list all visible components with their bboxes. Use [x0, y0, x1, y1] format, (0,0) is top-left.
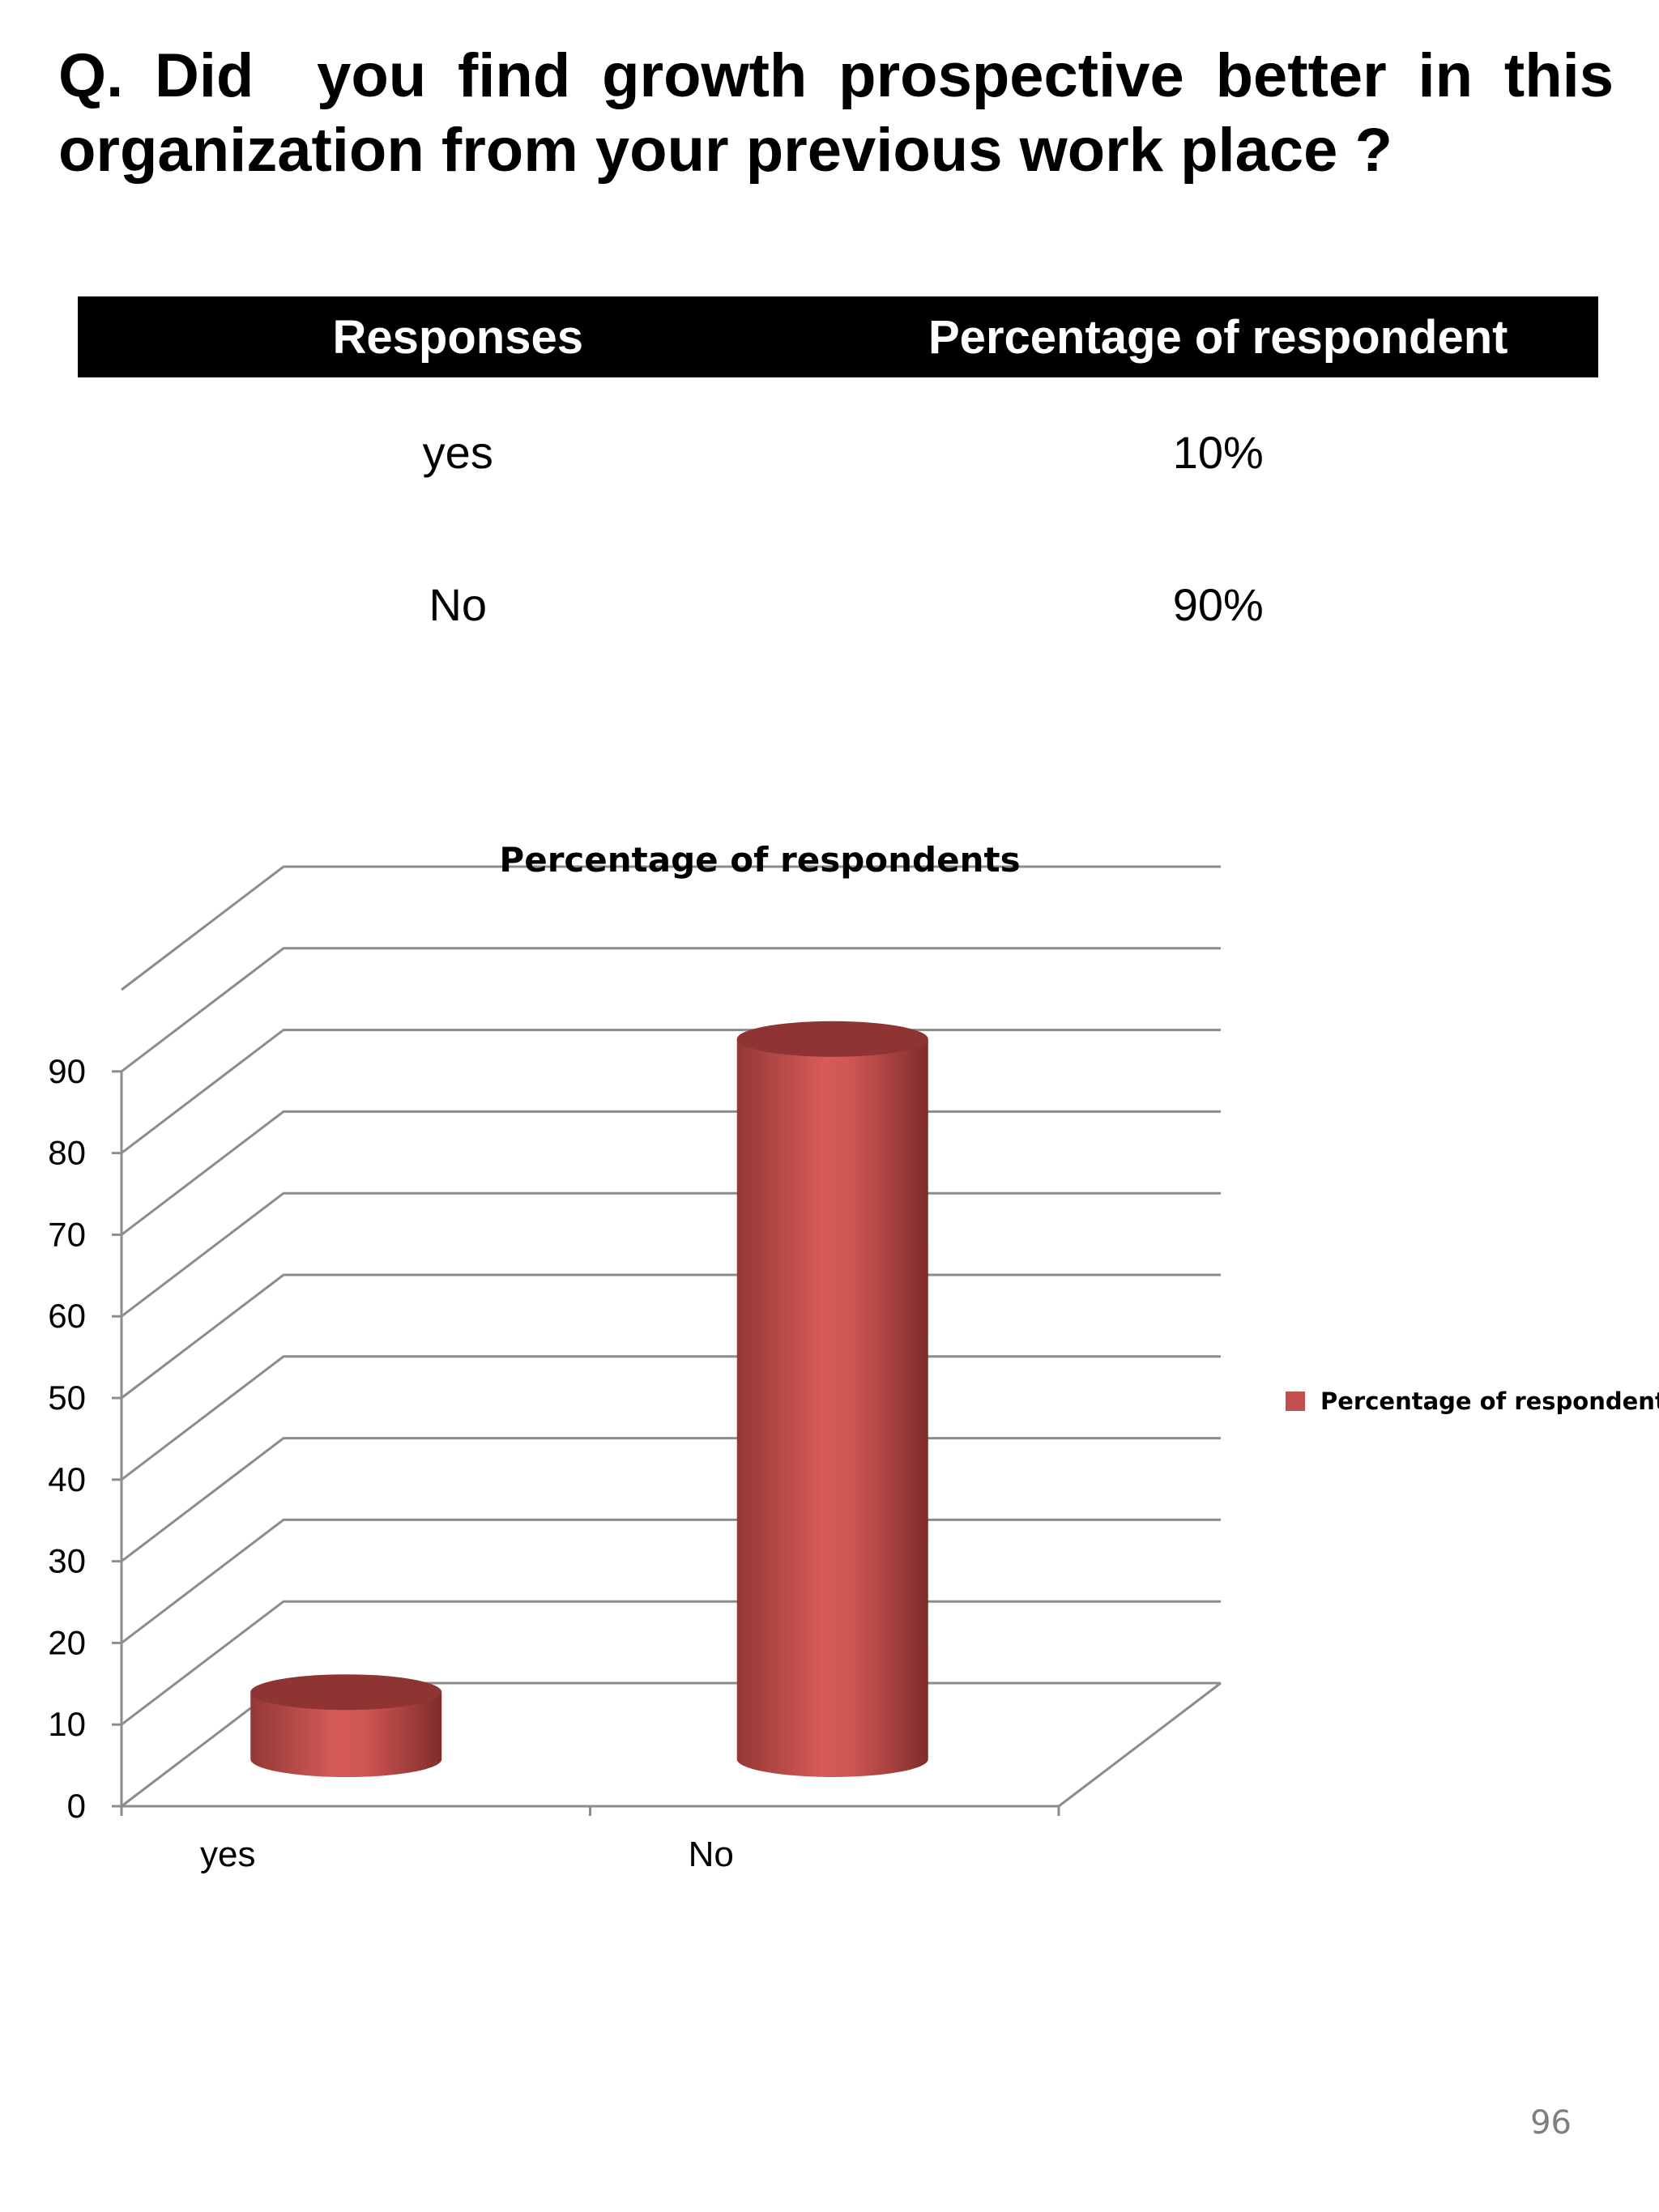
question-heading: Q. Did you find growth prospective bette… — [58, 41, 1631, 185]
y-tick-label: 30 — [48, 1542, 86, 1580]
bar-body — [736, 1038, 928, 1777]
y-tick-label: 60 — [48, 1297, 86, 1335]
responses-table: Responses Percentage of respondent yes 1… — [78, 296, 1598, 682]
table-row: No 90% — [78, 526, 1598, 682]
cell-response: yes — [422, 426, 493, 478]
page-number: 96 — [1530, 2104, 1572, 2142]
bar-top — [736, 1021, 928, 1057]
bar-body — [250, 1692, 442, 1777]
legend-label: Percentage of respondents — [1320, 1387, 1659, 1415]
header-responses: Responses — [78, 296, 838, 377]
legend-swatch — [1286, 1392, 1305, 1411]
y-tick-label: 10 — [48, 1705, 86, 1743]
gridline — [121, 1518, 1221, 1644]
gridline — [121, 1029, 1221, 1154]
bar-top — [250, 1674, 442, 1711]
gridline — [121, 1437, 1221, 1562]
gridline — [121, 1191, 1221, 1318]
gridline — [121, 1355, 1221, 1481]
table-header-row: Responses Percentage of respondent — [78, 296, 1598, 377]
cell-percentage: 10% — [1172, 426, 1264, 478]
gridline — [121, 1273, 1221, 1400]
y-tick-label: 80 — [48, 1134, 86, 1172]
y-tick-label: 40 — [48, 1460, 86, 1498]
table-row: yes 10% — [78, 377, 1598, 526]
cell-percentage: 90% — [1172, 578, 1264, 630]
header-percentage: Percentage of respondent — [838, 296, 1598, 377]
y-tick-label: 50 — [48, 1379, 86, 1417]
x-tick-label: No — [689, 1835, 734, 1874]
gridline — [121, 947, 1221, 1072]
cell-response: No — [429, 578, 488, 630]
bar — [250, 1674, 442, 1777]
legend: Percentage of respondents — [1286, 1387, 1659, 1415]
gridline — [121, 865, 1221, 991]
y-tick-label: 70 — [48, 1215, 86, 1253]
gridline — [121, 1110, 1221, 1236]
y-tick-label: 90 — [48, 1052, 86, 1090]
y-tick-label: 0 — [67, 1787, 86, 1825]
chart-title: Percentage of respondents — [499, 840, 1020, 880]
bar — [736, 1021, 928, 1777]
x-tick-label: yes — [200, 1835, 255, 1874]
floor-edge — [1058, 1681, 1222, 1808]
y-tick-label: 20 — [48, 1623, 86, 1661]
